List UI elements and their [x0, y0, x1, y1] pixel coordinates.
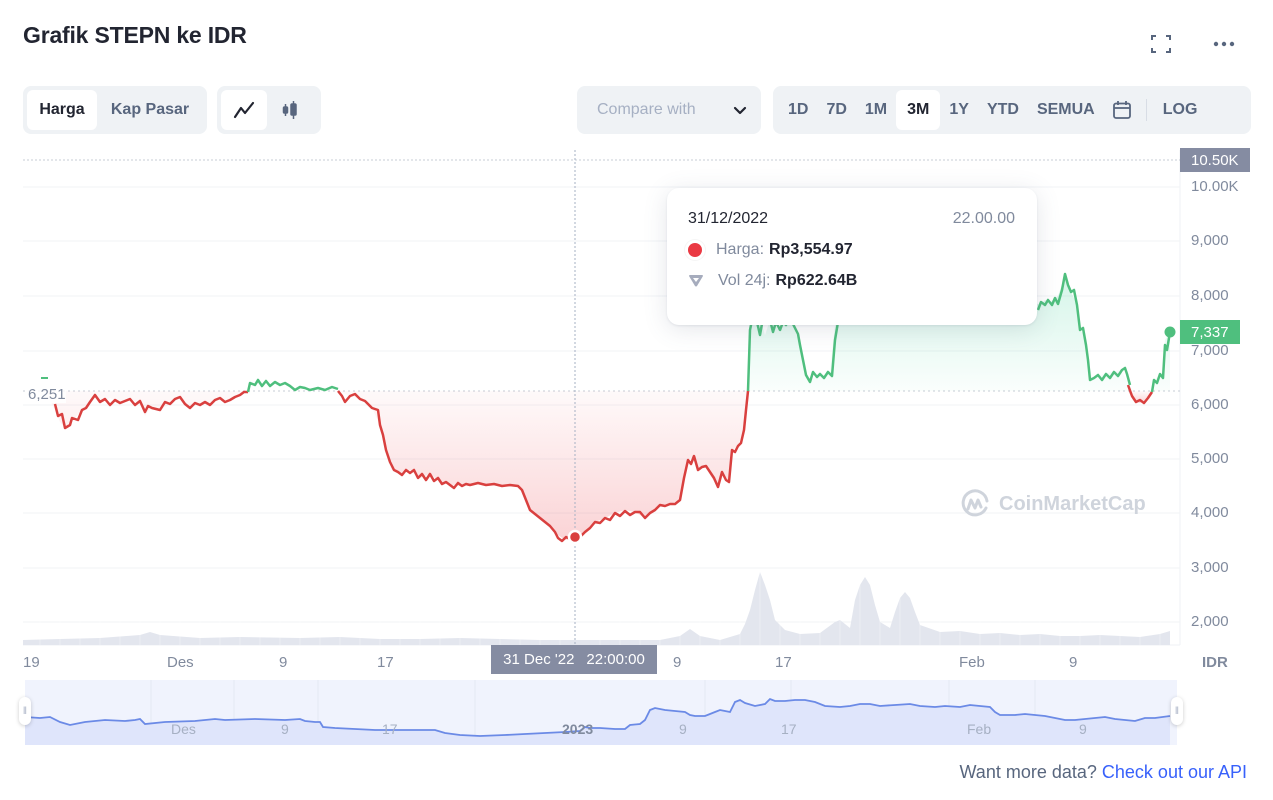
log-scale-toggle[interactable]: LOG — [1162, 101, 1198, 118]
tooltip-date: 31/12/2022 — [688, 210, 769, 227]
navigator-tick-9: 9 — [281, 721, 289, 737]
coinmarketcap-logo-icon — [961, 489, 989, 517]
navigator-tick-2023: 2023 — [562, 721, 594, 737]
y-tick-3000: 3,000 — [1191, 559, 1229, 576]
price-chart[interactable] — [0, 0, 1273, 680]
y-tick-9000: 9,000 — [1191, 232, 1229, 249]
y-tick-8000: 8,000 — [1191, 287, 1229, 304]
y-axis-max-label: 10.50K — [1180, 148, 1250, 172]
navigator-left-handle[interactable]: ‖ — [19, 697, 31, 725]
range-ytd[interactable]: YTD — [986, 101, 1019, 118]
calendar-icon — [1112, 101, 1131, 119]
crosshair-time: 22:00:00 — [586, 651, 645, 668]
tooltip-price-label: Harga: — [716, 241, 765, 258]
fullscreen-icon — [1151, 35, 1171, 53]
x-tick-19: 19 — [23, 654, 40, 671]
range-divider — [1145, 99, 1147, 121]
date-range-button[interactable] — [1104, 90, 1140, 130]
compare-with-dropdown[interactable]: Compare with — [577, 86, 761, 134]
harga-tab[interactable]: Harga — [27, 90, 97, 130]
tooltip-time: 22.00.00 — [952, 210, 1015, 227]
chart-title: Grafik STEPN ke IDR — [23, 22, 247, 48]
x-tick-feb: Feb — [959, 654, 985, 671]
chevron-down-icon — [733, 106, 747, 114]
price-line-up — [246, 378, 339, 393]
line-chart-icon — [233, 101, 255, 119]
current-price-dot — [1164, 326, 1176, 338]
range-all[interactable]: SEMUA — [1036, 101, 1095, 118]
candlestick-icon — [282, 101, 297, 119]
time-range-selector: 1D 7D 1M 3M 1Y YTD SEMUA LOG — [773, 86, 1251, 134]
crosshair-date-label: 31 Dec '22 22:00:00 — [491, 645, 657, 674]
price-tooltip: 31/12/2022 22.00.00 Harga: Rp3,554.97 Vo… — [667, 188, 1037, 325]
api-link[interactable]: Check out our API — [1101, 762, 1247, 782]
compare-with-placeholder: Compare with — [597, 101, 696, 118]
price-dot-icon — [688, 243, 702, 257]
current-price-label: 7,337 — [1180, 320, 1240, 344]
baseline-price-label: 6,251 — [28, 386, 66, 403]
metric-toggle: Harga Kap Pasar — [23, 86, 207, 134]
fullscreen-button[interactable] — [1146, 30, 1176, 58]
y-tick-6000: 6,000 — [1191, 396, 1229, 413]
y-tick-2000: 2,000 — [1191, 613, 1229, 630]
navigator-tick-feb: Feb — [967, 721, 992, 737]
line-chart-button[interactable] — [221, 90, 267, 130]
range-1m[interactable]: 1M — [864, 101, 888, 118]
coinmarketcap-watermark: CoinMarketCap — [959, 488, 1146, 520]
chart-type-toggle — [217, 86, 321, 134]
navigator-price-line — [25, 697, 1171, 737]
tooltip-volume-label: Vol 24j: — [718, 272, 771, 289]
x-tick-des: Des — [167, 654, 194, 671]
navigator-tick-des: Des — [171, 721, 196, 737]
y-tick-5000: 5,000 — [1191, 450, 1229, 467]
hover-point — [567, 529, 583, 545]
more-options-button[interactable] — [1209, 30, 1239, 58]
y-tick-7000: 7,000 — [1191, 342, 1229, 359]
x-tick-jan-17: 17 — [775, 654, 792, 671]
x-tick-9: 9 — [279, 654, 288, 671]
range-navigator[interactable] — [25, 680, 1177, 745]
more-horizontal-icon — [1213, 41, 1235, 47]
x-tick-feb-9: 9 — [1069, 654, 1078, 671]
y-tick-4000: 4,000 — [1191, 504, 1229, 521]
candlestick-button[interactable] — [267, 90, 313, 130]
range-7d[interactable]: 7D — [826, 101, 847, 118]
volume-icon — [689, 275, 703, 287]
crosshair-date: 31 Dec '22 — [503, 651, 575, 668]
api-promo: Want more data? Check out our API — [959, 762, 1247, 783]
market-cap-tab[interactable]: Kap Pasar — [110, 101, 190, 118]
tooltip-price-value: Rp3,554.97 — [769, 241, 853, 258]
range-1d[interactable]: 1D — [788, 101, 809, 118]
navigator-tick-17: 17 — [382, 721, 398, 737]
tooltip-volume-value: Rp622.64B — [775, 272, 858, 289]
y-tick-10000: 10.00K — [1191, 178, 1239, 195]
watermark-text: CoinMarketCap — [999, 492, 1146, 515]
navigator-tick-jan-9: 9 — [679, 721, 687, 737]
x-tick-17: 17 — [377, 654, 394, 671]
navigator-tick-feb-9: 9 — [1079, 721, 1087, 737]
price-line-down — [53, 390, 248, 430]
range-1y[interactable]: 1Y — [949, 101, 969, 118]
x-tick-jan-9: 9 — [673, 654, 682, 671]
range-3m[interactable]: 3M — [896, 90, 941, 130]
navigator-right-handle[interactable]: ‖ — [1171, 697, 1183, 725]
volume-bars — [23, 572, 1170, 645]
api-promo-text: Want more data? — [959, 762, 1097, 782]
currency-label: IDR — [1202, 654, 1228, 671]
navigator-tick-jan-17: 17 — [781, 721, 797, 737]
